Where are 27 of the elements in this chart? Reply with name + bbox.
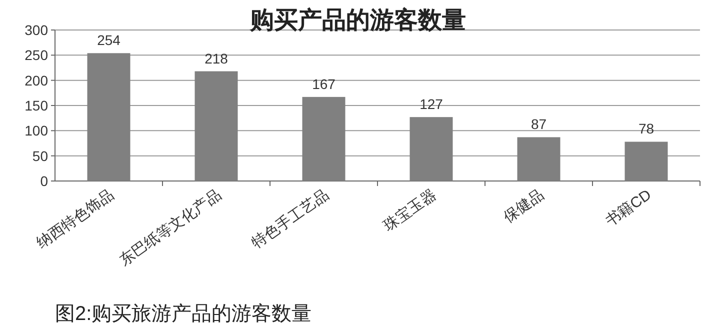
bar <box>624 142 668 181</box>
data-label: 254 <box>97 32 121 48</box>
data-label: 127 <box>420 96 444 112</box>
y-tick-label: 100 <box>24 122 48 139</box>
data-label: 78 <box>638 120 654 137</box>
bar <box>517 137 560 181</box>
y-tick-label: 300 <box>24 22 48 38</box>
bar <box>410 117 453 181</box>
x-tick-label: 特色手工艺品 <box>248 186 332 252</box>
x-tick-label: 东巴纸等文化产品 <box>116 186 225 270</box>
x-tick-label: 书籍CD <box>602 186 655 230</box>
x-tick-label: 珠宝玉器 <box>380 186 440 235</box>
bar <box>87 53 130 181</box>
data-label: 87 <box>530 116 547 132</box>
data-label: 218 <box>204 50 228 66</box>
caption: 图2:购买旅游产品的游客数量 <box>55 303 312 325</box>
x-tick-label: 保健品 <box>500 186 548 226</box>
data-label: 167 <box>312 76 336 92</box>
chart-title: 购买产品的游客数量 <box>249 7 466 34</box>
x-tick-label: 纳西特色饰品 <box>34 186 118 252</box>
y-tick-label: 250 <box>24 47 48 64</box>
bar <box>194 71 238 181</box>
y-tick-label: 0 <box>40 173 48 189</box>
y-tick-label: 50 <box>32 148 48 164</box>
bar <box>302 96 346 181</box>
y-tick-label: 200 <box>24 72 48 88</box>
y-tick-label: 150 <box>24 98 48 114</box>
